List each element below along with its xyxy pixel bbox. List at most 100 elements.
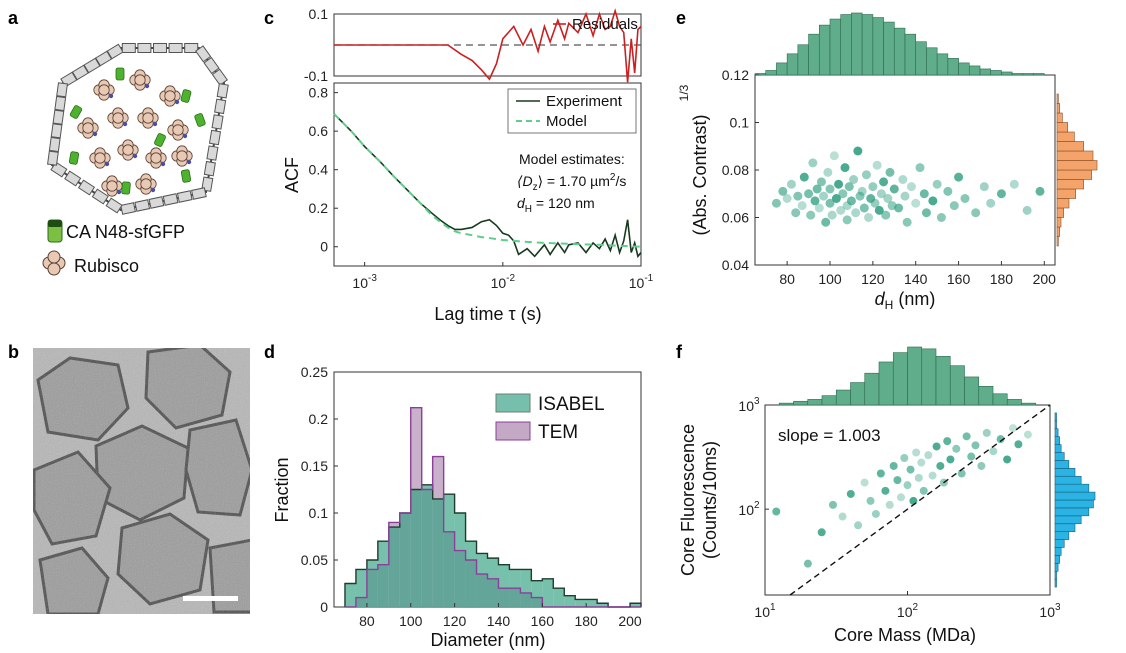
fluorescence-top-histogram-bar-7 xyxy=(864,372,880,406)
contrast-top-histogram-bar-3 xyxy=(786,53,799,76)
rubisco-1 xyxy=(129,69,151,91)
rubisco-11-subunit-4 xyxy=(106,180,118,192)
shell-tile-31 xyxy=(47,150,59,166)
contrast-point-20 xyxy=(827,210,837,220)
rubisco-7-small-subunit xyxy=(104,161,110,167)
panel-b-letter: b xyxy=(8,342,19,362)
contrast-side-histogram-bar-2 xyxy=(1056,236,1059,247)
fit-line xyxy=(789,404,1051,596)
contrast-scatter: 0.04 0.06 0.08 0.1 0.12 80 100 120 140 160 180 200 d… xyxy=(677,12,1098,312)
isabel-bar-4 xyxy=(388,527,400,607)
rubisco-11 xyxy=(101,175,123,197)
rubisco-3 xyxy=(77,117,99,139)
contrast-point-21 xyxy=(829,151,839,161)
fluorescence-xtick-label-1-exp: 2 xyxy=(913,602,919,613)
fluorescence-point-35 xyxy=(971,441,980,450)
rubisco-4 xyxy=(107,107,129,129)
fluorescence-point-8 xyxy=(866,496,875,505)
fluorescence-side-histogram-bar-13 xyxy=(1054,483,1090,493)
fluorescence-side-histogram-bar-12 xyxy=(1054,491,1096,501)
isabel-bar-16 xyxy=(520,569,532,607)
contrast-point-0 xyxy=(771,198,781,208)
diameter-xtick-label-0: 80 xyxy=(359,613,375,629)
acf-xtick-label-0-base: 10 xyxy=(352,275,368,291)
experiment-legend-label: Experiment xyxy=(546,93,623,110)
acf-xtick-label-1: 10-2 xyxy=(491,273,516,291)
contrast-point-33 xyxy=(853,146,863,156)
isabel-bar-26 xyxy=(630,603,641,607)
fluorescence-side-histogram-bar-7 xyxy=(1054,531,1070,540)
contrast-point-8 xyxy=(804,189,814,199)
fluorescence-side-histogram-bar-16 xyxy=(1054,460,1070,469)
contrast-point-38 xyxy=(864,213,874,222)
cargo-protein-3 xyxy=(194,113,206,127)
isabel-bar-20 xyxy=(564,595,576,607)
diameter-xtick-label-5: 180 xyxy=(574,613,598,629)
isabel-bar-21 xyxy=(575,599,587,607)
contrast-xaxis-label: dH (nm) xyxy=(875,289,936,312)
contrast-point-4 xyxy=(791,208,801,218)
acf-ytick-label-1: 0.2 xyxy=(309,200,329,216)
tem-legend-swatch xyxy=(495,421,531,441)
contrast-point-66 xyxy=(960,194,970,203)
fluorescence-point-23 xyxy=(919,486,928,495)
contrast-side-histogram-bar-13 xyxy=(1056,131,1075,142)
diffusion-estimate-value: ⟩ = 1.70 µm xyxy=(538,173,610,189)
residuals-ytick-label-1: -0.1 xyxy=(304,68,328,84)
contrast-point-32 xyxy=(851,208,861,218)
fluorescence-point-15 xyxy=(896,493,905,502)
shell-tile-34 xyxy=(52,109,65,125)
contrast-xaxis-symbol: d xyxy=(875,289,886,309)
contrast-top-histogram-bar-20 xyxy=(968,65,981,76)
fluorescence-ytick-label-1: 103 xyxy=(738,396,760,414)
contrast-yaxis-exponent: 1/3 xyxy=(677,84,691,101)
shell-tile-35 xyxy=(54,95,67,112)
fluorescence-top-histogram-bar-13 xyxy=(949,365,965,406)
fluorescence-xtick-label-0: 101 xyxy=(754,602,776,620)
contrast-point-67 xyxy=(971,208,981,218)
fluorescence-side-histogram-bar-10 xyxy=(1054,507,1090,517)
contrast-top-histogram-bar-7 xyxy=(829,18,842,76)
contrast-point-3 xyxy=(786,179,796,189)
diameter-xtick-label-2: 120 xyxy=(443,613,467,629)
fluorescence-point-24 xyxy=(924,451,933,460)
contrast-point-17 xyxy=(823,167,833,177)
fluorescence-xaxis-label: Core Mass (MDa) xyxy=(834,625,976,645)
fluorescence-point-2 xyxy=(817,528,826,537)
fluorescence-top-histogram-bar-3 xyxy=(807,399,823,406)
diameter-ytick-label-4: 0.2 xyxy=(309,411,329,427)
contrast-side-histogram-bar-11 xyxy=(1056,150,1094,161)
contrast-point-10 xyxy=(808,158,818,168)
contrast-point-65 xyxy=(954,172,964,182)
diffusion-estimate-sub: z xyxy=(533,182,538,193)
isabel-bar-19 xyxy=(553,588,565,607)
contrast-point-30 xyxy=(846,196,856,206)
shell-tile-13 xyxy=(216,83,229,99)
fluorescence-point-33 xyxy=(962,432,971,441)
fluorescence-point-36 xyxy=(977,461,986,470)
panel-f-letter: f xyxy=(676,342,683,362)
contrast-side-histogram-bar-14 xyxy=(1056,122,1068,133)
fluorescence-top-histogram-bar-12 xyxy=(935,356,951,406)
shell-tile-10 xyxy=(195,45,212,63)
acf-xtick-label-2-exp: -1 xyxy=(644,273,653,284)
contrast-point-52 xyxy=(898,175,908,184)
rubisco-10-subunit-4 xyxy=(176,150,188,162)
contrast-point-56 xyxy=(911,198,921,208)
fluorescence-ytick-label-1-base: 10 xyxy=(738,398,754,414)
contrast-point-18 xyxy=(825,198,835,208)
acf-xtick-label-1-base: 10 xyxy=(491,275,507,291)
contrast-side-histogram-bar-7 xyxy=(1056,188,1076,199)
fluorescence-xtick-label-2: 103 xyxy=(1039,602,1061,620)
contrast-top-histogram-bar-4 xyxy=(797,44,809,76)
contrast-side-histogram-bar-17 xyxy=(1056,93,1059,104)
contrast-point-16 xyxy=(821,217,831,227)
contrast-frame xyxy=(754,74,1056,266)
contrast-ytick-label-1: 0.06 xyxy=(722,210,749,226)
contrast-xtick-label-2: 120 xyxy=(861,271,885,287)
diameter-xaxis-label: Diameter (nm) xyxy=(430,630,545,650)
hydrodynamic-diameter-sub: H xyxy=(525,204,532,215)
contrast-point-6 xyxy=(797,201,807,211)
fluorescence-point-9 xyxy=(871,509,880,518)
